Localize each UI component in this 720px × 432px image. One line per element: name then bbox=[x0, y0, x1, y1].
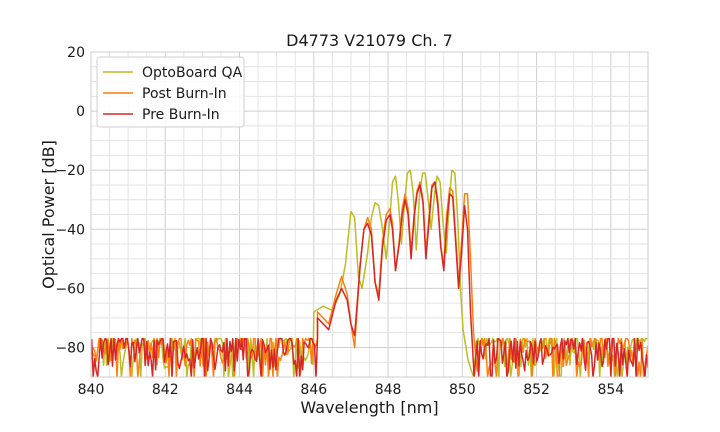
chart-title: D4773 V21079 Ch. 7 bbox=[286, 31, 453, 50]
legend: OptoBoard QA Post Burn-In Pre Burn-In bbox=[96, 56, 245, 128]
x-tick-label: 848 bbox=[375, 382, 402, 398]
series-layer bbox=[91, 169, 648, 377]
x-tick-label: 850 bbox=[449, 382, 476, 398]
x-tick-label: 842 bbox=[152, 382, 179, 398]
series-line-2 bbox=[91, 181, 648, 377]
y-tick-label: 0 bbox=[76, 104, 85, 120]
y-tick-label: −40 bbox=[55, 222, 85, 238]
x-tick-label: 852 bbox=[523, 382, 550, 398]
legend-label-0: OptoBoard QA bbox=[142, 65, 243, 81]
x-tick-label: 846 bbox=[300, 382, 327, 398]
x-tick-label: 840 bbox=[78, 382, 105, 398]
y-tick-label: −80 bbox=[55, 340, 85, 356]
tick-labels: 840 842 844 846 848 850 852 854 20 0 −20 −40 −60 −80 bbox=[55, 45, 624, 398]
y-axis-label: Optical Power [dB] bbox=[39, 140, 58, 289]
x-tick-label: 854 bbox=[597, 382, 624, 398]
y-tick-label: 20 bbox=[67, 45, 85, 61]
legend-label-2: Pre Burn-In bbox=[142, 107, 220, 123]
legend-label-1: Post Burn-In bbox=[142, 86, 227, 102]
y-tick-label: −60 bbox=[55, 281, 85, 297]
x-axis-label: Wavelength [nm] bbox=[300, 398, 438, 417]
y-tick-label: −20 bbox=[55, 163, 85, 179]
plot-frame bbox=[90, 51, 649, 378]
legend-box bbox=[96, 56, 245, 128]
series-line-1 bbox=[91, 181, 648, 377]
x-tick-label: 844 bbox=[226, 382, 253, 398]
